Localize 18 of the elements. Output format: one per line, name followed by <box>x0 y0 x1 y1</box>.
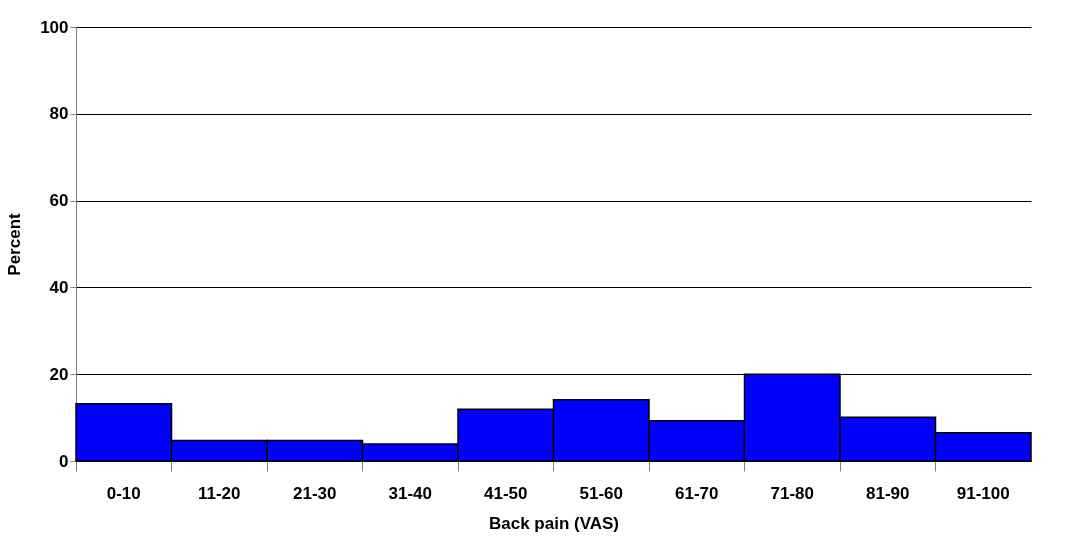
y-tick-label: 40 <box>49 277 69 297</box>
x-tick-label: 41-50 <box>484 483 528 503</box>
x-tick-label: 0-10 <box>106 483 141 503</box>
x-tick-label: 11-20 <box>197 483 241 503</box>
y-tick-label: 20 <box>49 364 69 384</box>
x-tick-label: 81-90 <box>866 483 910 503</box>
y-tick-label: 100 <box>40 17 69 37</box>
x-axis-title: Back pain (VAS) <box>488 513 620 533</box>
x-tick-label: 21-30 <box>293 483 337 503</box>
x-tick-label: 61-70 <box>675 483 719 503</box>
y-axis-title: Percent <box>5 212 25 276</box>
y-tick-label: 0 <box>59 451 69 471</box>
y-tick-label: 80 <box>49 104 69 124</box>
x-tick-label: 71-80 <box>770 483 814 503</box>
x-tick-label: 91-100 <box>956 483 1010 503</box>
x-tick-label: 31-40 <box>388 483 432 503</box>
x-tick-label: 51-60 <box>579 483 623 503</box>
y-tick-label: 60 <box>49 191 69 211</box>
